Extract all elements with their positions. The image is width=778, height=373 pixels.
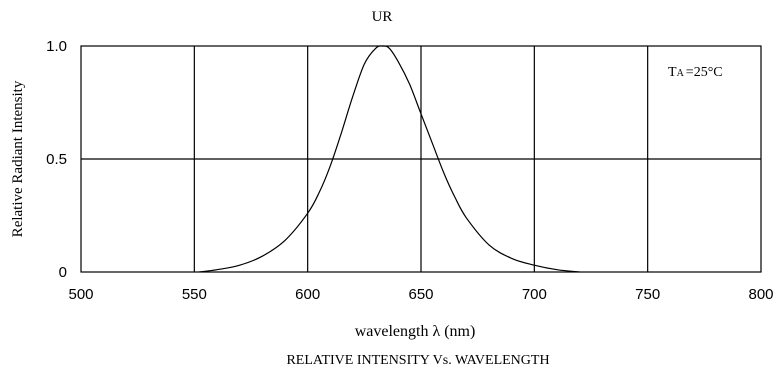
annotation-suffix: =25°C xyxy=(686,65,723,80)
plot-frame xyxy=(80,45,762,273)
x-tick-label: 800 xyxy=(748,286,773,303)
x-tick-labels: 500 550 600 650 700 750 800 xyxy=(68,286,773,303)
chart-subtitle: RELATIVE INTENSITY Vs. WAVELENGTH xyxy=(286,353,549,368)
annotation-prefix: T xyxy=(668,65,677,80)
y-axis-label: Relative Radiant Intensity xyxy=(10,80,26,237)
grid-lines xyxy=(81,46,761,272)
y-tick-labels: 0 0.5 1.0 xyxy=(46,38,67,281)
temperature-annotation: TA =25°C xyxy=(668,65,723,80)
y-tick-label: 0.5 xyxy=(46,151,67,168)
x-tick-label: 600 xyxy=(295,286,320,303)
x-tick-label: 750 xyxy=(635,286,660,303)
x-tick-label: 700 xyxy=(522,286,547,303)
x-tick-label: 500 xyxy=(68,286,93,303)
x-axis-label: wavelength λ (nm) xyxy=(355,323,476,340)
chart-title: UR xyxy=(372,9,393,25)
x-tick-label: 650 xyxy=(408,286,433,303)
x-tick-label: 550 xyxy=(182,286,207,303)
y-tick-label: 1.0 xyxy=(46,38,67,55)
annotation-subscript: A xyxy=(677,68,685,79)
y-tick-label: 0 xyxy=(59,264,67,281)
spectrum-curve xyxy=(198,45,580,273)
